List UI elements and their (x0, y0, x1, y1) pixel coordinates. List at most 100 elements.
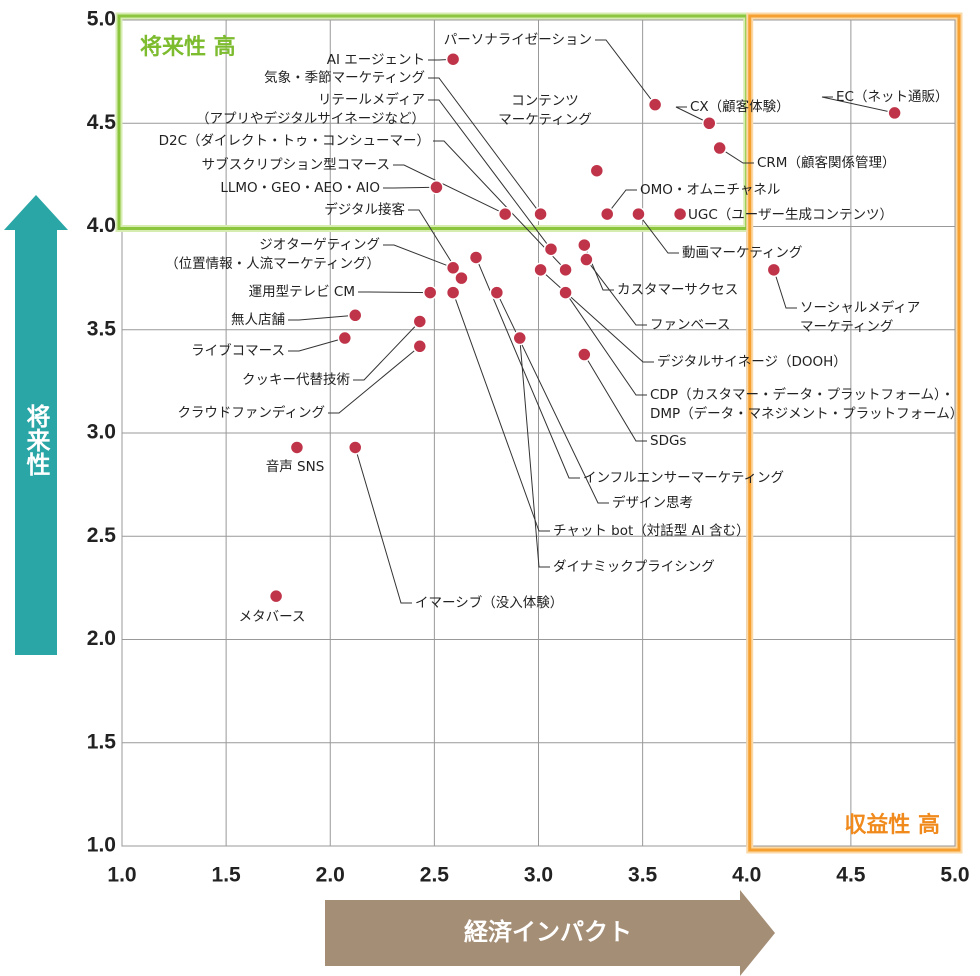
point-label: クラウドファンディング (177, 404, 325, 421)
x-tick-label: 5.0 (940, 864, 969, 887)
point-label: SDGs (650, 433, 686, 449)
point-label: デジタルサイネージ（DOOH） (657, 353, 847, 370)
x-tick-label: 2.0 (316, 864, 345, 887)
point (599, 206, 615, 222)
leader-line (358, 291, 431, 294)
leader-line (675, 106, 710, 124)
leader-line (433, 140, 566, 271)
point (533, 206, 548, 222)
point-label: チャット bot（対話型 AI 含む） (553, 522, 750, 539)
leader-line (496, 292, 609, 504)
point-label: 無人店舗 (231, 312, 285, 328)
point (489, 285, 505, 300)
leader-line (428, 99, 552, 250)
point-label: コンテンツ (511, 93, 579, 109)
y-tick-label: 4.0 (87, 214, 116, 237)
point (766, 262, 782, 278)
point (702, 116, 717, 131)
point (337, 330, 353, 346)
point-label: ライブコマース (191, 342, 285, 359)
point (543, 241, 559, 257)
point (577, 347, 592, 362)
point (558, 285, 573, 300)
point (558, 262, 573, 278)
point-label: マーケティング (498, 112, 591, 128)
leader-line (408, 209, 462, 279)
point-label: CX（顧客体験） (690, 98, 790, 115)
point (422, 285, 438, 300)
point (412, 339, 428, 354)
point-label: AI エージェント (327, 52, 425, 68)
y-tick-label: 2.0 (87, 627, 116, 650)
point-label: LLMO・GEO・AEO・AIO (220, 180, 380, 196)
point-label: インフルエンサーマーケティング (583, 470, 784, 486)
point (454, 270, 469, 286)
point-label: デジタル接客 (324, 201, 405, 218)
point-label: デザイン思考 (612, 494, 693, 511)
x-axis-arrow (325, 890, 775, 976)
point (533, 262, 548, 278)
leader-line (773, 269, 797, 309)
y-tick-label: 5.0 (87, 8, 116, 31)
point (589, 163, 605, 178)
leader-line (288, 337, 345, 352)
point (289, 440, 305, 455)
leader-line (583, 244, 614, 291)
leader-line (719, 147, 754, 164)
leader-line (383, 186, 437, 189)
point (445, 285, 461, 300)
point-label: ファンベース (650, 317, 730, 333)
leader-line (428, 77, 541, 215)
point-label: ジオターゲティング (259, 237, 380, 253)
leader-line (595, 39, 656, 105)
leader-line (393, 164, 506, 215)
point (445, 260, 461, 276)
x-axis-title: 経済インパクト (464, 918, 632, 946)
point-label: 気象・季節マーケティング (264, 70, 425, 86)
point-label: 運用型テレビ CM (249, 284, 355, 300)
point-label: サブスクリプション型コマース (202, 156, 390, 173)
point (347, 440, 363, 455)
point (647, 97, 663, 112)
y-axis-arrow (4, 195, 68, 655)
point-label: UGC（ユーザー生成コンテンツ） (688, 207, 893, 223)
point-label: 動画マーケティング (682, 245, 802, 261)
leader-line (354, 447, 412, 604)
x-tick-label: 4.0 (732, 864, 761, 887)
leader-line (475, 257, 580, 479)
leader-line (519, 337, 550, 568)
point (512, 330, 528, 346)
y-axis-title: 将来性 (22, 404, 50, 476)
leader-line (288, 314, 356, 321)
zone-label: 将来性 高 (140, 34, 236, 60)
y-tick-label: 3.5 (87, 317, 117, 340)
x-tick-label: 1.5 (212, 864, 242, 887)
leader-line (821, 96, 895, 114)
point-label: EC（ネット通販） (836, 89, 948, 105)
point-label: マーケティング (800, 319, 893, 335)
point-label: DMP（データ・マネジメント・プラットフォーム） (650, 405, 963, 422)
y-tick-label: 3.0 (87, 421, 116, 444)
leader-line (565, 292, 647, 396)
x-tick-label: 3.0 (524, 864, 553, 887)
y-tick-label: 4.5 (87, 111, 117, 134)
zone-label: 収益性 高 (844, 812, 940, 838)
point-label: メタバース (239, 609, 306, 625)
point (347, 308, 363, 323)
leader-line (585, 259, 647, 326)
point (579, 252, 594, 267)
point-label: カスタマーサクセス (617, 282, 738, 298)
point (468, 250, 484, 265)
point-label: OMO・オムニチャネル (640, 182, 780, 198)
point (412, 314, 428, 329)
y-tick-label: 1.5 (87, 730, 117, 753)
point (577, 237, 592, 253)
leader-line (452, 292, 550, 532)
leader-line (383, 244, 454, 269)
x-tick-label: 3.5 (628, 864, 658, 887)
point-label: D2C（ダイレクト・トゥ・コンシューマー） (159, 133, 430, 149)
point (429, 180, 444, 195)
zone-frame (748, 14, 961, 852)
point (631, 206, 646, 222)
